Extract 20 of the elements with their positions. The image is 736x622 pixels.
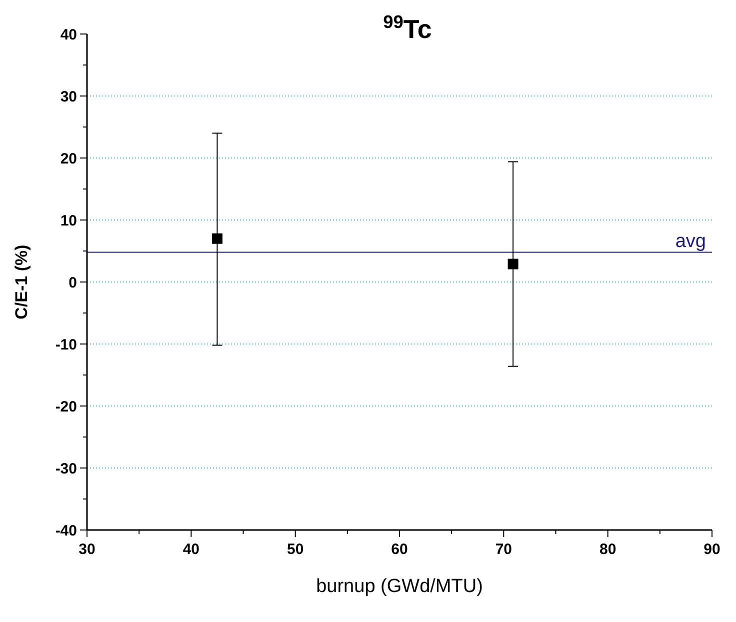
x-tick-label: 30 — [78, 541, 96, 558]
ref-line-label: avg — [675, 231, 706, 252]
y-tick-label: 20 — [60, 150, 77, 168]
y-tick-label: 30 — [60, 88, 77, 106]
y-tick-label: 40 — [60, 26, 77, 44]
y-tick-label: 0 — [68, 274, 77, 292]
x-tick-label: 40 — [182, 541, 200, 558]
chart-title: $^{99}$Tc — [383, 12, 432, 44]
y-tick-label: -10 — [55, 336, 77, 354]
y-tick-label: -30 — [55, 460, 77, 478]
y-tick-label: -40 — [55, 522, 77, 540]
x-axis-title: burnup (GWd/MTU) — [316, 576, 483, 597]
y-tick-label: -20 — [55, 398, 77, 416]
x-tick-label: 70 — [495, 541, 512, 558]
y-axis-title: C/E-1 (%) — [12, 244, 31, 320]
x-tick-label: 60 — [391, 541, 408, 558]
y-tick-label: 10 — [60, 212, 77, 230]
x-tick-label: 90 — [704, 541, 720, 558]
x-tick-label: 80 — [599, 541, 616, 558]
x-tick-label: 50 — [286, 541, 304, 558]
